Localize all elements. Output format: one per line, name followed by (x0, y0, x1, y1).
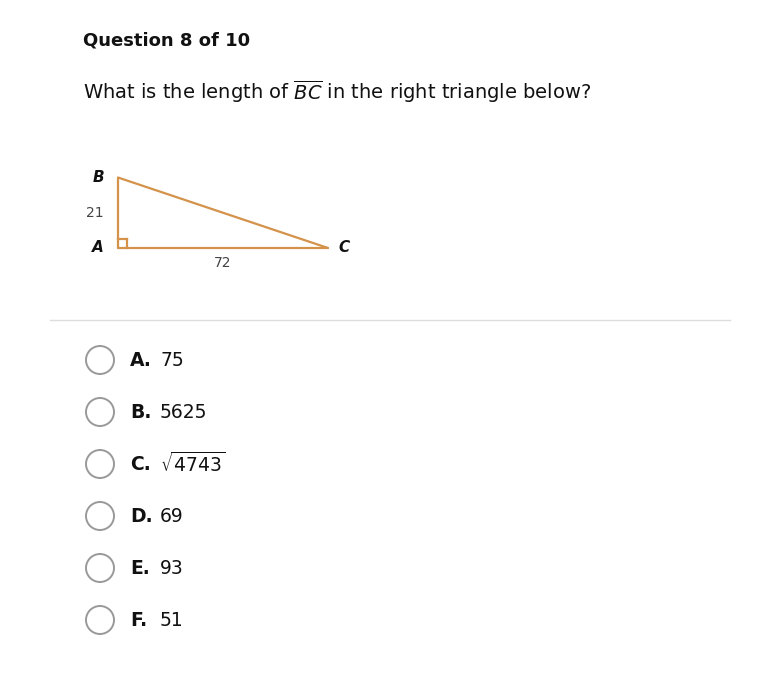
Text: A.: A. (130, 351, 152, 370)
Text: F.: F. (130, 610, 147, 629)
Text: 69: 69 (160, 507, 184, 526)
Text: 93: 93 (160, 559, 184, 578)
Text: 51: 51 (160, 610, 184, 629)
Text: C: C (338, 241, 349, 256)
Text: D.: D. (130, 507, 153, 526)
Text: B: B (92, 170, 104, 185)
Text: What is the length of $\overline{BC}$ in the right triangle below?: What is the length of $\overline{BC}$ in… (83, 78, 591, 105)
Text: $\sqrt{4743}$: $\sqrt{4743}$ (160, 452, 225, 476)
Text: 5625: 5625 (160, 402, 207, 421)
Text: Question 8 of 10: Question 8 of 10 (83, 32, 250, 50)
Text: 75: 75 (160, 351, 184, 370)
Text: C.: C. (130, 454, 151, 473)
Text: 72: 72 (214, 256, 232, 270)
Text: E.: E. (130, 559, 150, 578)
Text: 21: 21 (86, 206, 104, 220)
Text: A: A (92, 241, 104, 256)
Text: B.: B. (130, 402, 151, 421)
